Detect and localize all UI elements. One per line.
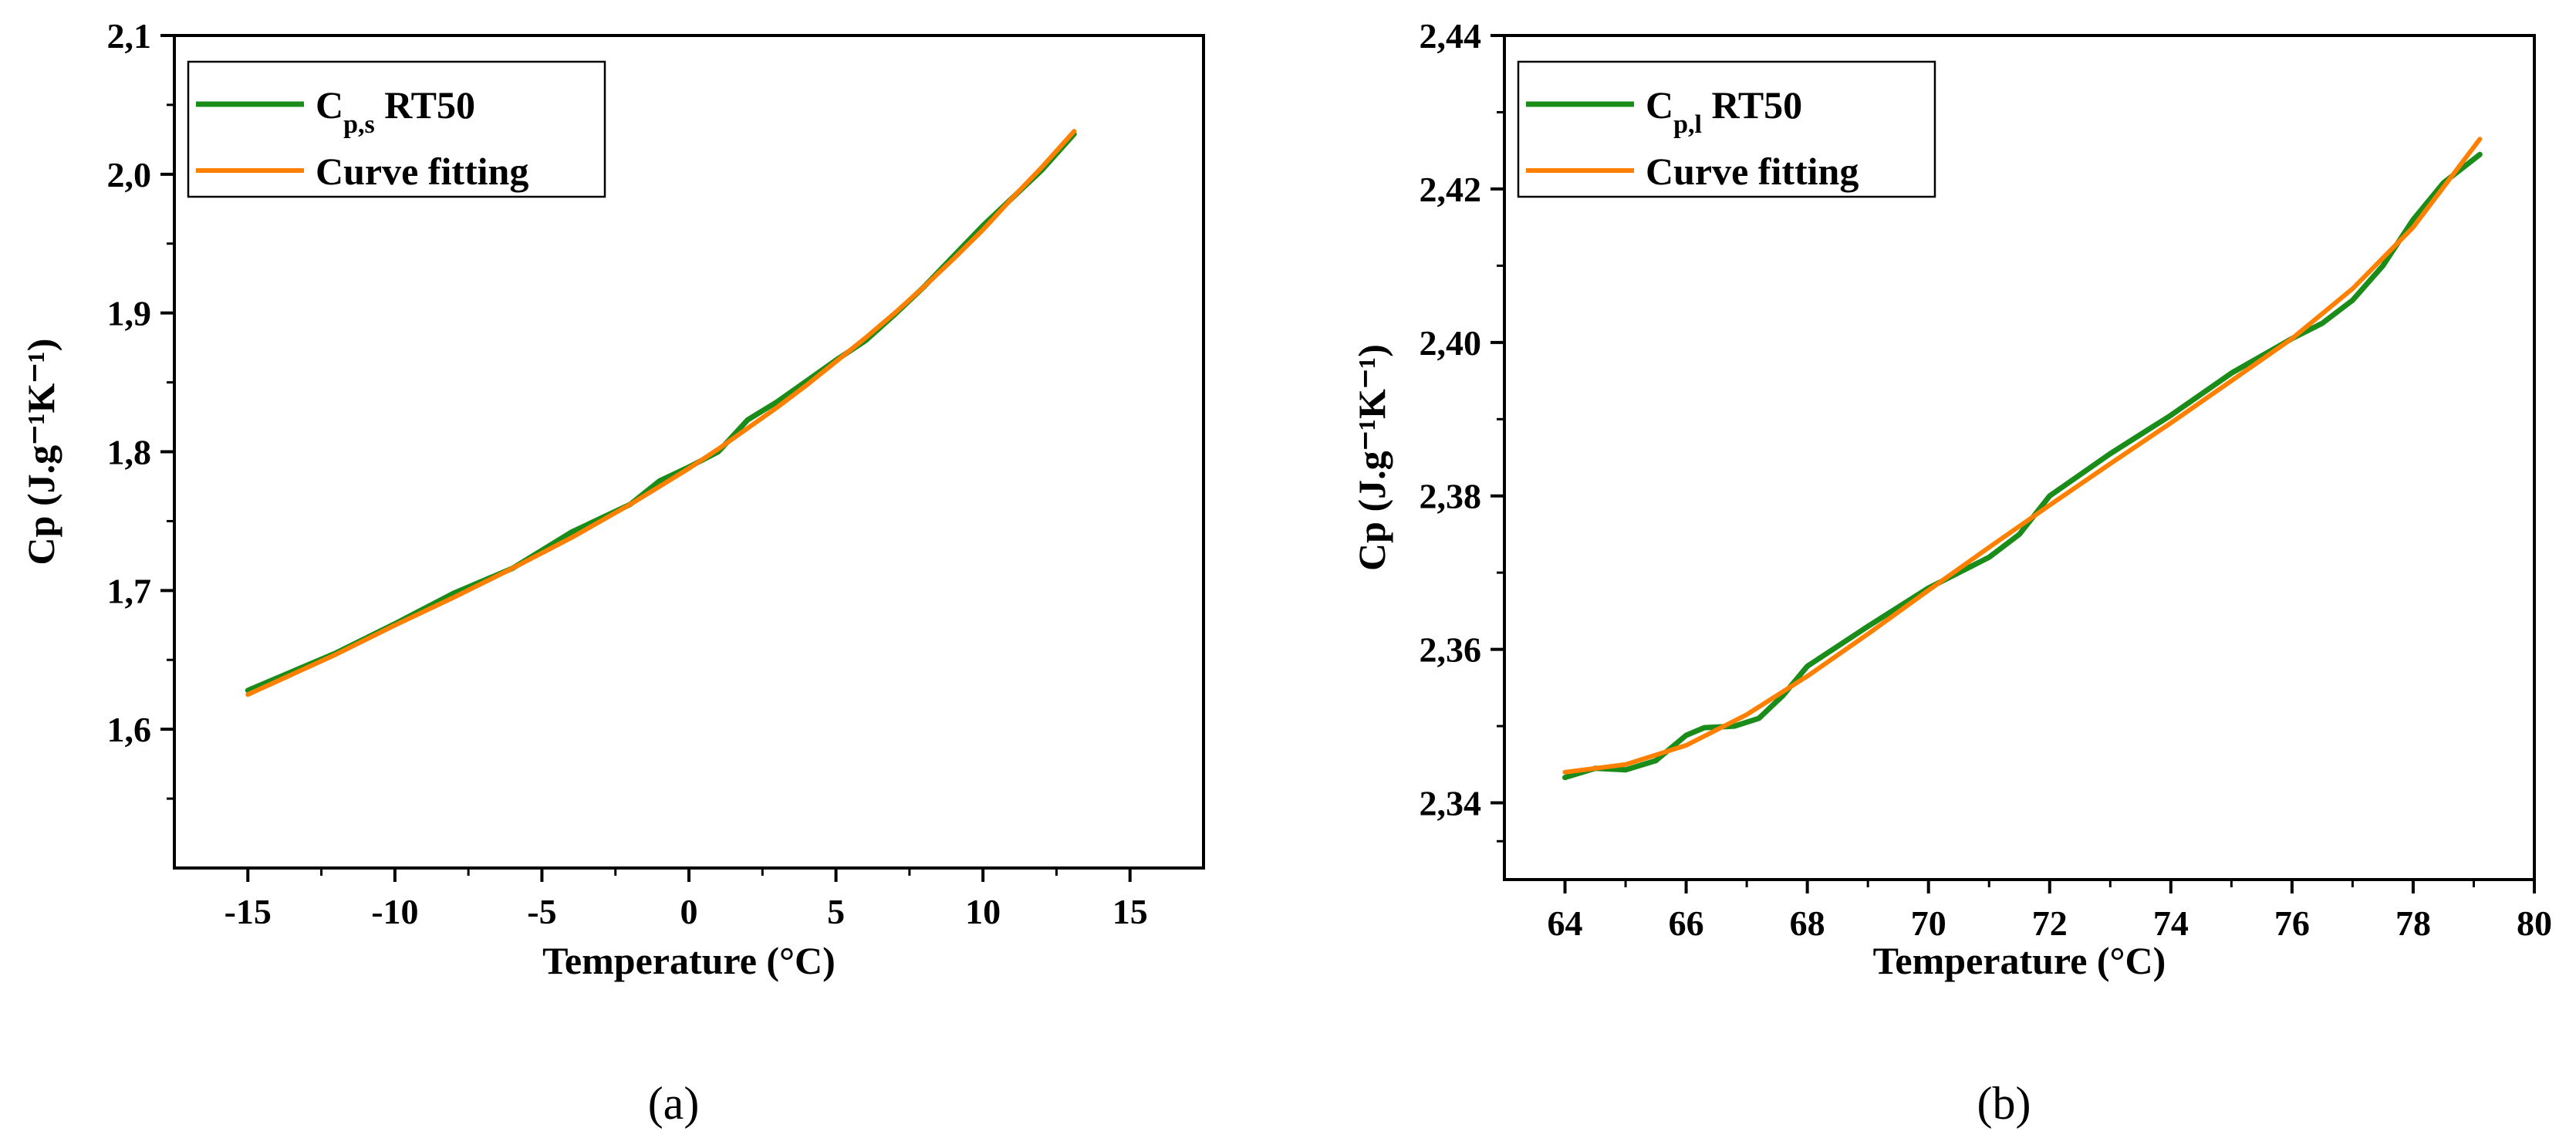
legend: Cp,s RT50 Curve fitting — [187, 60, 606, 198]
legend: Cp,l RT50 Curve fitting — [1517, 60, 1936, 198]
y-axis-title: Cp (J.g⁻¹K⁻¹) — [1350, 344, 1393, 571]
panel-label: (a) — [648, 1078, 700, 1129]
fit-series-line — [245, 129, 1077, 697]
x-tick-label: 76 — [2274, 904, 2310, 943]
legend-entry-subscript: p,l — [1673, 110, 1702, 139]
legend-box — [1517, 60, 1936, 198]
legend-entry-main: Curve fitting — [1646, 150, 1859, 193]
y-tick-label: 2,1 — [107, 16, 152, 56]
y-tick-label: 2,42 — [1420, 170, 1482, 209]
y-tick-label: 1,9 — [107, 294, 152, 333]
chart-panel-a: -15 -10 -5 0 5 10 15 1,6 1,7 1,8 1,9 2,0 2,1 Temperat… — [19, 16, 1205, 1129]
legend-entry-main: Curve fitting — [316, 150, 528, 193]
y-tick-label: 1,6 — [107, 710, 152, 749]
x-tick-label: 70 — [1911, 904, 1946, 943]
x-tick-label: 15 — [1112, 892, 1148, 931]
y-tick-label: 2,44 — [1420, 16, 1482, 56]
chart-panel-b: 64 66 68 70 72 74 76 78 80 2,34 2,36 2,38 2,40 2,42 2,… — [1350, 16, 2552, 1129]
x-tick-label: 5 — [827, 892, 845, 931]
y-tick-label: 2,34 — [1420, 784, 1482, 823]
legend-entry: Cp,s RT50 — [316, 83, 475, 139]
y-tick-label: 2,0 — [107, 155, 152, 194]
x-tick-label: -10 — [371, 892, 418, 931]
x-tick-label: -5 — [527, 892, 556, 931]
x-tick-label: 74 — [2153, 904, 2189, 943]
fit-series-line — [1562, 137, 2483, 775]
panel-label: (b) — [1977, 1078, 2031, 1129]
y-tick-label: 1,7 — [107, 571, 152, 610]
x-axis-title: Temperature (°C) — [1873, 939, 2166, 982]
x-axis-title: Temperature (°C) — [542, 939, 836, 982]
x-tick-label: 64 — [1548, 904, 1583, 943]
legend-box — [187, 60, 606, 198]
x-tick-label: -15 — [225, 892, 272, 931]
legend-entry-main: C — [1646, 83, 1673, 127]
x-tick-label: 0 — [680, 892, 698, 931]
legend-entry-main: C — [316, 83, 343, 127]
x-tick-label: 72 — [2032, 904, 2068, 943]
data-series-line — [1562, 151, 2483, 781]
x-tick-label: 78 — [2395, 904, 2431, 943]
plot-frame — [1503, 34, 2536, 881]
legend-entry: Curve fitting — [316, 150, 528, 193]
legend-entry: Cp,l RT50 — [1646, 83, 1802, 139]
y-tick-label: 1,8 — [107, 433, 152, 472]
legend-entry-rest: RT50 — [1702, 83, 1802, 127]
y-tick-label: 2,38 — [1420, 477, 1482, 516]
legend-entry: Curve fitting — [1646, 150, 1859, 193]
y-axis-title: Cp (J.g⁻¹K⁻¹) — [19, 339, 62, 566]
x-tick-label: 68 — [1790, 904, 1825, 943]
y-tick-label: 2,40 — [1420, 323, 1482, 363]
data-series-line — [245, 131, 1077, 694]
x-tick-label: 66 — [1669, 904, 1704, 943]
x-tick-label: 10 — [965, 892, 1001, 931]
legend-entry-rest: RT50 — [375, 83, 475, 127]
y-tick-label: 2,36 — [1420, 630, 1482, 670]
x-tick-label: 80 — [2517, 904, 2552, 943]
legend-entry-subscript: p,s — [343, 110, 375, 139]
